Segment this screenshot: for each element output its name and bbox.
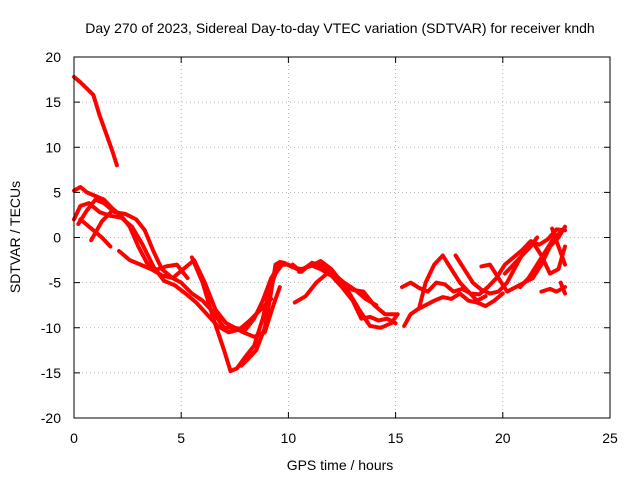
series-line-sat-g xyxy=(117,249,282,339)
series-line-sat-d xyxy=(76,197,282,332)
series-line-sat-m xyxy=(402,291,505,328)
y-tick-label: 10 xyxy=(45,139,61,155)
y-tick-label: 5 xyxy=(53,184,61,200)
series-line-sat-h xyxy=(189,255,299,374)
y-tick-label: 15 xyxy=(45,94,61,110)
series-line-sat-l xyxy=(290,260,379,308)
series-line-sat-r xyxy=(502,235,540,276)
series-line-sat-v xyxy=(558,280,567,296)
x-axis-label: GPS time / hours xyxy=(287,457,394,473)
axis-ticks: 0 5 10 15 20 25 -20 -15 -10 -5 0 5 10 15 20 xyxy=(41,49,618,446)
series-line-sat-f xyxy=(89,208,124,243)
y-tick-label: 20 xyxy=(45,49,61,65)
series-line-sat-b xyxy=(72,201,274,335)
y-tick-label: -10 xyxy=(41,320,61,336)
series-line-sat-p xyxy=(453,240,567,296)
series-line-sat-j xyxy=(297,262,398,326)
series-line-sat-c xyxy=(72,185,190,281)
x-tick-label: 5 xyxy=(177,430,185,446)
x-tick-label: 0 xyxy=(70,430,78,446)
x-tick-label: 15 xyxy=(388,430,404,446)
y-axis-label: SDTVAR / TECUs xyxy=(7,181,23,293)
x-tick-label: 25 xyxy=(602,430,618,446)
chart-title: Day 270 of 2023, Sidereal Day-to-day VTE… xyxy=(85,20,594,36)
series-line-sat-u xyxy=(550,226,567,267)
y-tick-label: -5 xyxy=(49,275,62,291)
series-line-sat-o xyxy=(417,253,488,310)
y-tick-label: -15 xyxy=(41,365,61,381)
series-line-sat-t xyxy=(539,285,567,294)
series-line-sat-a xyxy=(72,74,119,168)
grid-lines xyxy=(74,57,610,418)
data-series-layer xyxy=(72,74,567,374)
y-tick-label: 0 xyxy=(53,230,61,246)
x-tick-label: 20 xyxy=(495,430,511,446)
y-tick-label: -20 xyxy=(41,410,61,426)
x-tick-label: 10 xyxy=(281,430,297,446)
series-line-sat-k xyxy=(292,271,400,330)
